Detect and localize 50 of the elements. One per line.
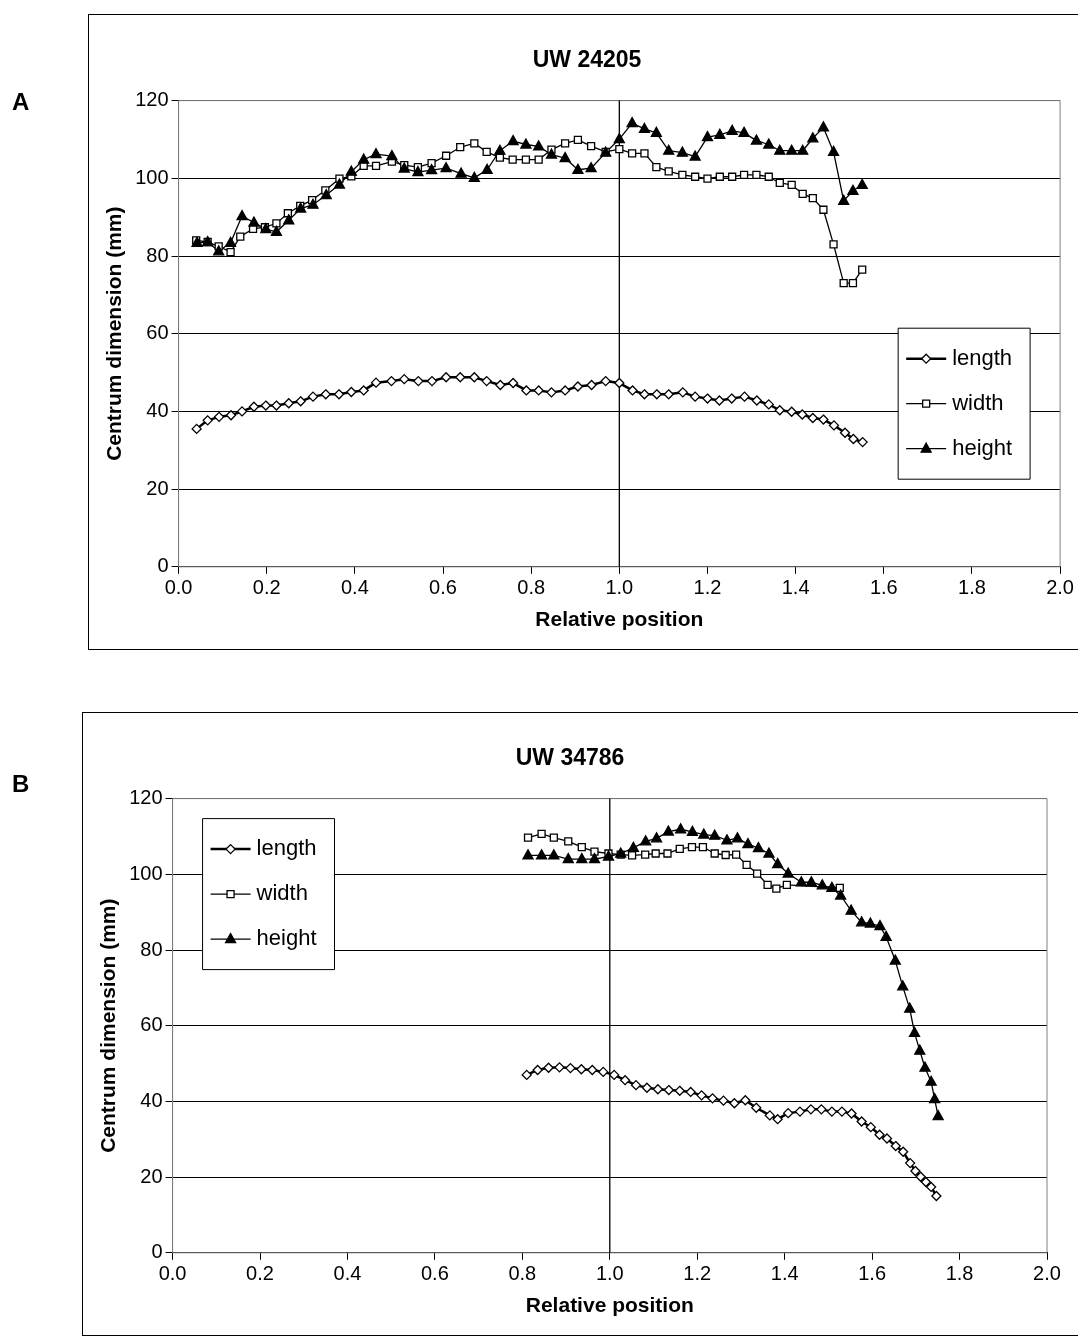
y-tick-label: 0: [157, 554, 169, 577]
x-tick-label: 2.0: [1046, 576, 1074, 599]
x-tick-label: 1.6: [869, 576, 898, 599]
y-tick-label: 120: [129, 786, 163, 809]
y-tick-label: 20: [146, 476, 169, 499]
x-axis-title: Relative position: [535, 607, 704, 631]
x-tick-label: 1.8: [958, 576, 986, 599]
x-tick-label: 1.6: [858, 1262, 887, 1285]
x-tick-label: 0.8: [517, 576, 546, 599]
y-axis-title: Centrum dimension (mm): [96, 898, 120, 1153]
y-tick-label: 40: [146, 398, 169, 421]
x-tick-label: 1.0: [605, 576, 634, 599]
legend-label: length: [952, 344, 1013, 370]
y-tick-label: 120: [135, 88, 169, 111]
text: A: [12, 88, 30, 116]
x-tick-label: 1.4: [781, 576, 810, 599]
x-axis-title: Relative position: [525, 1293, 694, 1317]
y-tick-label: 20: [140, 1164, 163, 1187]
legend-label: width: [951, 389, 1004, 415]
legend-label: length: [256, 835, 317, 861]
y-tick-label: 100: [135, 165, 169, 188]
y-tick-label: 0: [151, 1240, 163, 1263]
y-tick-label: 40: [140, 1088, 163, 1111]
x-tick-label: 0.6: [429, 576, 457, 599]
x-tick-label: 1.0: [595, 1262, 624, 1285]
y-tick-label: 60: [146, 321, 169, 344]
legend-label: height: [256, 925, 317, 951]
text: B: [12, 770, 30, 798]
chart-title: UW 24205: [532, 46, 642, 73]
x-tick-label: 0.0: [164, 576, 193, 599]
y-tick-label: 100: [129, 861, 163, 884]
y-tick-label: 60: [140, 1013, 163, 1036]
x-tick-label: 0.2: [246, 1262, 274, 1285]
legend-label: width: [255, 880, 308, 906]
y-tick-label: 80: [146, 243, 169, 266]
chart-title: UW 34786: [515, 744, 625, 771]
x-tick-label: 0.0: [158, 1262, 187, 1285]
x-tick-label: 1.2: [693, 576, 722, 599]
x-tick-label: 2.0: [1033, 1262, 1061, 1285]
x-tick-label: 1.2: [683, 1262, 712, 1285]
y-axis-title: Centrum dimension (mm): [102, 206, 126, 461]
legend-label: height: [952, 434, 1013, 460]
x-tick-label: 1.4: [770, 1262, 799, 1285]
x-tick-label: 0.4: [333, 1262, 362, 1285]
x-tick-label: 0.2: [252, 576, 281, 599]
x-tick-label: 0.4: [340, 576, 369, 599]
x-tick-label: 1.8: [945, 1262, 974, 1285]
y-tick-label: 80: [140, 937, 163, 960]
x-tick-label: 0.6: [420, 1262, 449, 1285]
x-tick-label: 0.8: [508, 1262, 537, 1285]
